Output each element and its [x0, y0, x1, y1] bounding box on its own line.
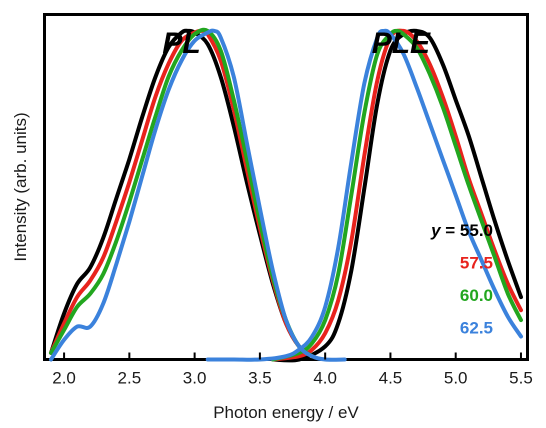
legend-equals: =	[441, 221, 460, 240]
plot-frame	[43, 13, 529, 361]
legend-entry-55-0: y = 55.0	[430, 221, 493, 240]
x-tick-label: 4.0	[313, 369, 337, 388]
legend-value: 62.5	[460, 319, 493, 338]
legend-entry-62-5: 62.5	[460, 319, 493, 338]
series-57-5-ple-line	[270, 28, 523, 362]
x-tick-label: 5.0	[444, 369, 468, 388]
legend: y = 55.0 57.5 60.0 62.5	[430, 221, 493, 338]
series-60-0-ple-line	[270, 28, 523, 362]
x-tick-label: 4.5	[379, 369, 403, 388]
x-axis-title: Photon energy / eV	[213, 403, 359, 422]
curves-group	[49, 27, 523, 363]
series-62-5-pl-line	[49, 28, 347, 362]
x-tick-label: 2.0	[52, 369, 76, 388]
x-tick-label: 2.5	[118, 369, 142, 388]
x-tick-label: 3.0	[183, 369, 207, 388]
x-ticks-group: 2.0 2.5 3.0 3.5 4.0 4.5 5.0 5.5	[52, 352, 533, 388]
legend-entry-57-5: 57.5	[460, 254, 493, 273]
series-62-5-ple-line	[205, 28, 523, 362]
panel-label-pl: PL	[162, 27, 200, 60]
panel-label-ple: PLE	[372, 27, 431, 60]
y-axis-title: Intensity (arb. units)	[11, 112, 30, 261]
legend-value: 57.5	[460, 254, 493, 273]
panel-labels-group: PL PLE	[162, 27, 431, 60]
legend-entry-60-0: 60.0	[460, 286, 493, 305]
x-tick-label: 3.5	[248, 369, 272, 388]
legend-value: 55.0	[460, 221, 493, 240]
legend-variable: y	[430, 221, 442, 240]
x-tick-label: 5.5	[509, 369, 533, 388]
legend-value: 60.0	[460, 286, 493, 305]
